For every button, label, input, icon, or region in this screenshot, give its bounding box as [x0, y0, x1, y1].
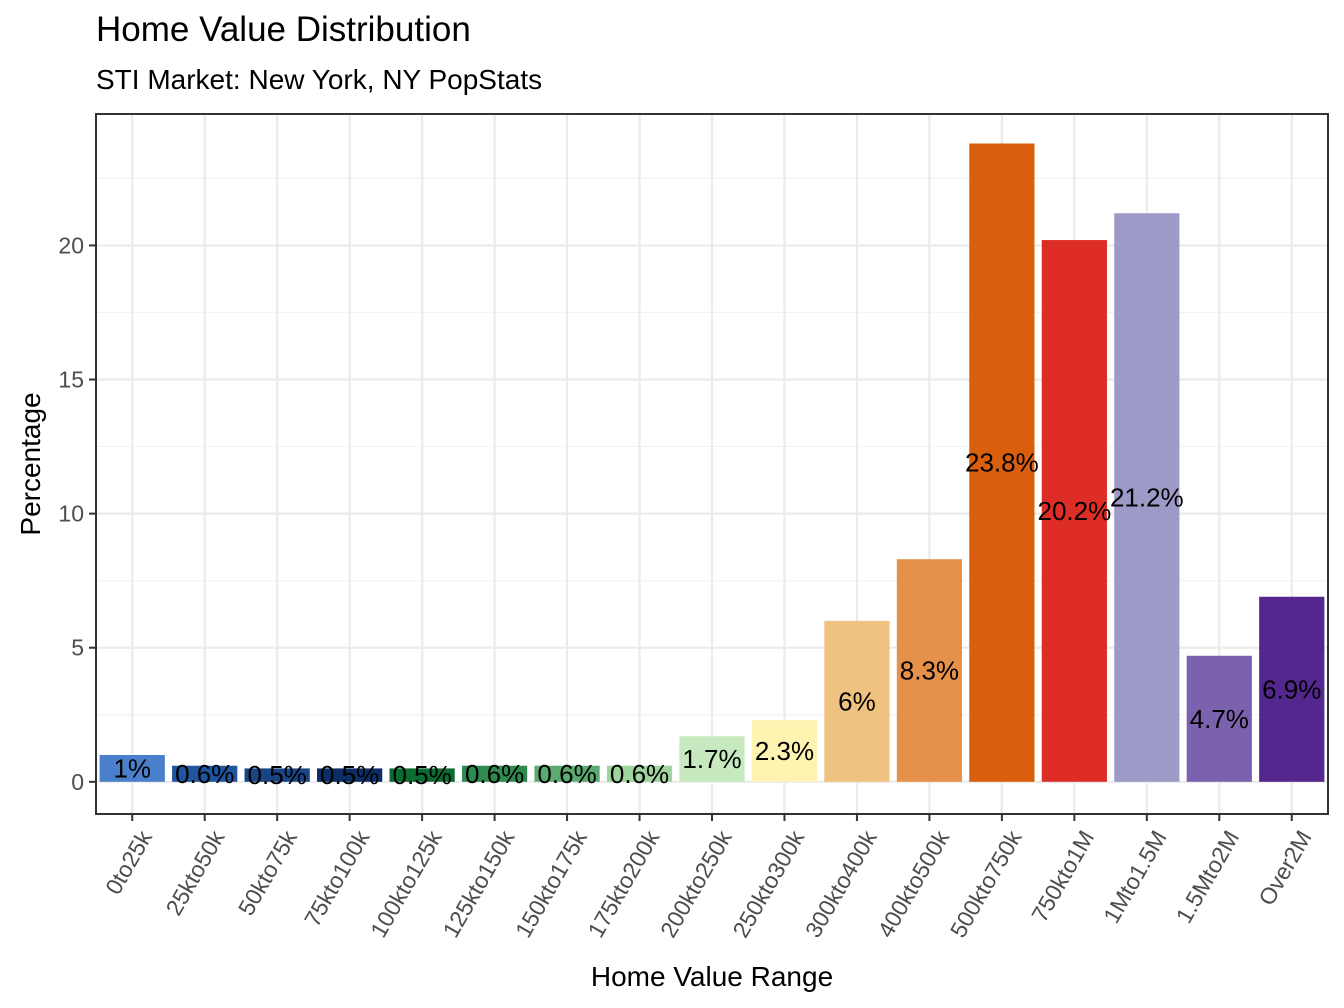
data-label-75kto100k: 0.5% [320, 760, 379, 790]
data-label-50kto75k: 0.5% [248, 760, 307, 790]
y-tick-label: 0 [71, 769, 84, 795]
data-label-100kto125k: 0.5% [392, 760, 451, 790]
x-tick-label-100kto125k: 100kto125k [365, 825, 447, 941]
chart-title: Home Value Distribution [96, 10, 471, 49]
bar-Over2M [1259, 596, 1325, 782]
x-tick-label-Over2M: Over2M [1253, 826, 1316, 910]
x-tick-label-150kto175k: 150kto175k [510, 825, 592, 941]
bar-25kto50k [172, 765, 238, 782]
data-label-750kto1M: 20.2% [1037, 496, 1111, 526]
x-axis-title: Home Value Range [591, 961, 833, 992]
bar-175kto200k [606, 765, 673, 782]
y-axis-title: Percentage [15, 392, 46, 535]
bar-1Mto1.5M [1114, 213, 1180, 782]
data-label-500kto750k: 23.8% [965, 448, 1039, 478]
bar-150kto175k [534, 765, 600, 782]
data-label-125kto150k: 0.6% [465, 759, 524, 789]
x-tick-label-200kto250k: 200kto250k [655, 825, 737, 941]
bar-750kto1M [1041, 240, 1107, 782]
data-label-1Mto1.5M: 21.2% [1110, 483, 1184, 513]
x-tick-label-400kto500k: 400kto500k [872, 825, 954, 941]
x-tick-label-1.5Mto2M: 1.5Mto2M [1171, 826, 1245, 928]
x-tick-label-250kto300k: 250kto300k [727, 825, 809, 941]
x-tick-label-75kto100k: 75kto100k [299, 825, 375, 930]
x-tick-label-50kto75k: 50kto75k [233, 825, 302, 919]
x-tick-label-175kto200k: 175kto200k [582, 825, 664, 941]
bar-0to25k [99, 754, 165, 782]
x-tick-label-0to25k: 0to25k [100, 825, 157, 898]
y-tick-label: 10 [58, 501, 84, 527]
data-label-Over2M: 6.9% [1262, 674, 1321, 704]
data-label-1.5Mto2M: 4.7% [1190, 704, 1249, 734]
x-tick-label-750kto1M: 750kto1M [1026, 826, 1099, 926]
data-label-25kto50k: 0.6% [175, 759, 234, 789]
bar-500kto750k [969, 143, 1035, 782]
x-tick-label-25kto50k: 25kto50k [160, 825, 229, 919]
bar-1.5Mto2M [1186, 655, 1252, 782]
x-tick-label-1Mto1.5M: 1Mto1.5M [1098, 826, 1172, 928]
data-label-150kto175k: 0.6% [537, 759, 596, 789]
bar-400kto500k [896, 559, 963, 782]
data-label-250kto300k: 2.3% [755, 736, 814, 766]
data-label-0to25k: 1% [113, 753, 151, 783]
y-tick-label: 15 [58, 367, 84, 393]
bar-300kto400k [824, 620, 890, 782]
bar-75kto100k [317, 768, 383, 782]
bar-200kto250k [679, 736, 745, 782]
bar-100kto125k [389, 768, 455, 782]
y-tick-label: 5 [71, 635, 84, 661]
x-tick-label-125kto150k: 125kto150k [437, 825, 519, 941]
bar-50kto75k [244, 768, 310, 782]
bar-250kto300k [751, 720, 818, 782]
x-tick-label-300kto400k: 300kto400k [800, 825, 882, 941]
bar-125kto150k [461, 765, 528, 782]
y-tick-label: 20 [58, 232, 84, 258]
data-label-175kto200k: 0.6% [610, 759, 669, 789]
data-label-300kto400k: 6% [838, 686, 876, 716]
chart-subtitle: STI Market: New York, NY PopStats [96, 64, 543, 95]
data-label-200kto250k: 1.7% [682, 744, 741, 774]
data-label-400kto500k: 8.3% [900, 656, 959, 686]
x-tick-label-500kto750k: 500kto750k [945, 825, 1027, 941]
